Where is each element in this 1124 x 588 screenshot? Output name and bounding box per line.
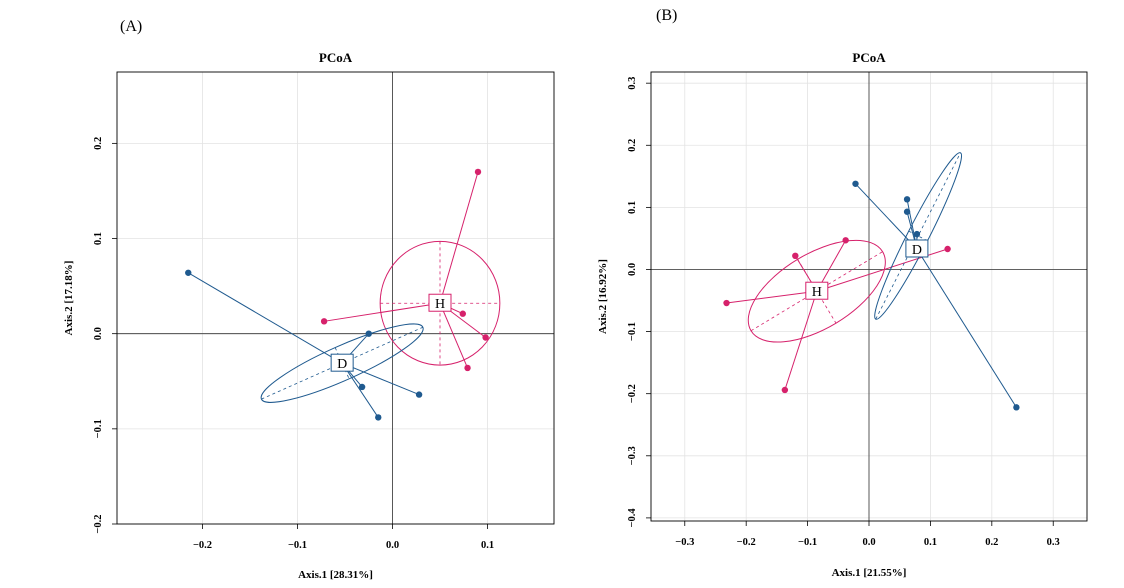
sample-point <box>464 364 471 372</box>
x-tick-label: −0.3 <box>675 537 694 548</box>
y-tick-label: 0.0 <box>93 327 104 340</box>
x-tick-label: 0.1 <box>924 537 937 548</box>
spoke-line <box>855 183 918 250</box>
centroid-box <box>330 353 354 372</box>
y-tick-label: −0.2 <box>93 514 104 533</box>
sample-point <box>1013 404 1020 411</box>
centroid-box <box>905 239 929 258</box>
ellipse-major-axis <box>875 152 961 320</box>
x-tick-label: −0.2 <box>737 537 756 548</box>
pcoa-panel-b: (B) PCoA −0.3 −0.2 −0.1 0.0 0.1 0.2 0.3 −0.4 −0.3 −… <box>597 7 1088 579</box>
y-tick-label: 0.1 <box>627 201 638 214</box>
x-tick-label: 0.3 <box>1047 537 1060 548</box>
centroid-label: H <box>435 297 445 312</box>
x-tick-label: 0.0 <box>386 540 399 551</box>
series-h: H <box>320 168 501 372</box>
x-tick-label: −0.1 <box>288 540 307 551</box>
spoke-line <box>726 290 817 304</box>
y-axis-label: Axis.2 [17.18%] <box>63 261 75 336</box>
sample-point <box>365 330 372 337</box>
sample-point <box>903 196 911 203</box>
ellipse-group-d <box>260 323 424 403</box>
sample-point <box>944 245 951 253</box>
y-tick-label: −0.1 <box>93 419 104 438</box>
series-d: D <box>185 269 424 421</box>
spoke-line <box>916 248 1017 408</box>
panel-label: (B) <box>656 7 677 24</box>
y-tick-label: −0.2 <box>627 384 638 403</box>
x-axis-label: Axis.1 [21.55%] <box>832 567 907 579</box>
gridlines <box>117 72 554 525</box>
spoke-line <box>439 303 469 369</box>
sample-point <box>482 334 489 341</box>
y-tick-label: −0.3 <box>627 446 638 465</box>
sample-point <box>320 318 328 325</box>
sample-point <box>415 391 423 398</box>
x-axis-label: Axis.1 [28.31%] <box>298 569 373 581</box>
chart-title: PCoA <box>852 50 886 65</box>
centroid-box <box>428 293 452 312</box>
spoke-line <box>439 171 479 304</box>
spoke-line <box>784 291 818 391</box>
y-tick-label: −0.4 <box>627 508 638 528</box>
chart-title: PCoA <box>319 50 353 65</box>
centroid-box <box>805 281 829 300</box>
y-tick-label: 0.3 <box>627 77 638 90</box>
panel-label: (A) <box>120 18 142 35</box>
sample-point <box>185 269 192 276</box>
spoke-line <box>324 302 441 322</box>
sample-point <box>842 237 849 244</box>
series-d: D <box>852 152 1020 411</box>
centroid-label: D <box>912 243 922 258</box>
centroid-label: H <box>812 285 822 300</box>
sample-point <box>913 230 921 238</box>
x-tick-label: −0.2 <box>193 540 212 551</box>
sample-point <box>358 383 366 391</box>
sample-point <box>781 386 789 394</box>
ellipse-major-axis <box>750 251 883 332</box>
x-tick-label: 0.1 <box>481 540 494 551</box>
sample-point <box>903 208 911 215</box>
x-tick-label: 0.0 <box>862 537 875 548</box>
sample-point <box>792 252 799 260</box>
y-tick-label: 0.2 <box>627 139 638 152</box>
sample-point <box>375 414 382 421</box>
spoke-line <box>187 272 343 364</box>
x-tick-label: 0.2 <box>985 537 998 548</box>
spoke-line <box>341 362 379 418</box>
plot-frame <box>116 71 555 525</box>
spoke-line <box>341 362 420 396</box>
sample-point <box>852 180 859 187</box>
sample-point <box>723 299 730 307</box>
sample-point <box>459 310 466 317</box>
pcoa-panel-a: (A) PCoA −0.2 −0.1 0.0 0.1 −0.2 −0.1 0.0 0.1 0.2 Ax… <box>63 18 555 581</box>
y-tick-label: −0.1 <box>627 322 638 341</box>
y-tick-label: 0.2 <box>93 137 104 150</box>
y-tick-label: 0.0 <box>627 263 638 276</box>
sample-point <box>474 168 482 176</box>
y-tick-label: 0.1 <box>93 232 104 245</box>
y-axis-label: Axis.2 [16.92%] <box>597 259 609 334</box>
centroid-label: D <box>337 357 347 372</box>
x-tick-label: −0.1 <box>798 537 817 548</box>
